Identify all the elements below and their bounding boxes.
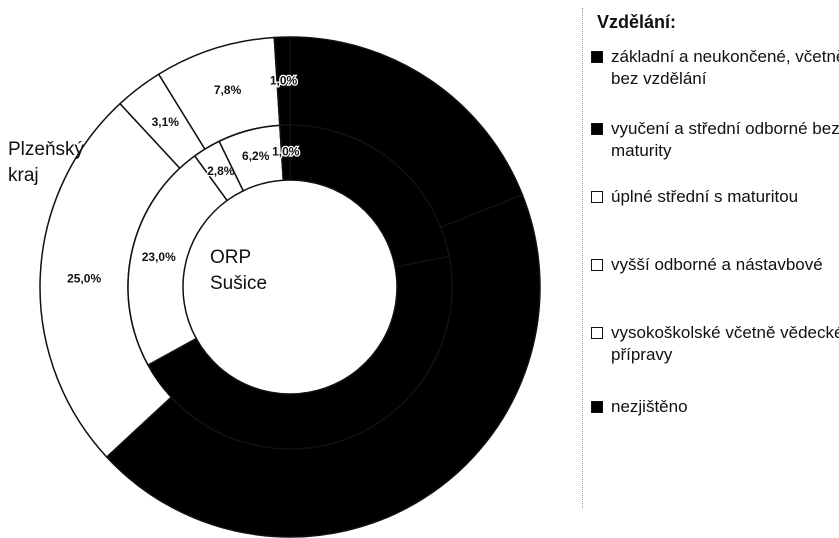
data-label: 23,0%: [142, 250, 176, 264]
legend-label: vysokoškolské včetně vědecké přípravy: [611, 323, 839, 364]
legend-title: Vzdělání:: [597, 12, 677, 32]
data-label: 1,0%: [270, 73, 298, 87]
data-label: 25,0%: [67, 271, 101, 285]
legend-item: úplné střední s maturitou: [591, 186, 839, 208]
legend-swatch: [591, 259, 603, 271]
legend: Vzdělání: základní a neukončené, včetně …: [582, 8, 839, 508]
legend-label: vyšší odborné a nástavbové: [611, 255, 823, 274]
legend-swatch: [591, 327, 603, 339]
legend-label: základní a neukončené, včetně bez vzdělá…: [611, 47, 839, 88]
series-name: ORP Sušice: [210, 247, 267, 294]
data-label: 6,2%: [242, 149, 270, 163]
ring-segment: [279, 124, 291, 182]
legend-swatch: [591, 401, 603, 413]
ring-segment: [147, 255, 453, 450]
data-label: 7,8%: [214, 83, 242, 97]
legend-item: základní a neukončené, včetně bez vzdělá…: [591, 46, 839, 90]
legend-swatch: [591, 191, 603, 203]
ring-segment: [127, 154, 229, 367]
legend-label: vyučení a střední odborné bez maturity: [611, 119, 839, 160]
legend-label: nezjištěno: [611, 397, 688, 416]
legend-item: nezjištěno: [591, 396, 839, 418]
chart: 25,0%3,1%7,8%1,0%23,0%2,8%6,2% 1,0%Plzeňs…: [8, 36, 541, 538]
legend-swatch: [591, 123, 603, 135]
series-name: Plzeňský kraj: [8, 139, 85, 186]
legend-item: vysokoškolské včetně vědecké přípravy: [591, 322, 839, 366]
legend-swatch: [591, 51, 603, 63]
legend-label: úplné střední s maturitou: [611, 187, 799, 206]
data-label: 2,8%: [207, 164, 235, 178]
data-label: 1,0%: [272, 145, 300, 159]
legend-item: vyučení a střední odborné bez maturity: [591, 118, 839, 162]
legend-item: vyšší odborné a nástavbové: [591, 254, 839, 276]
data-label: 3,1%: [152, 115, 180, 129]
